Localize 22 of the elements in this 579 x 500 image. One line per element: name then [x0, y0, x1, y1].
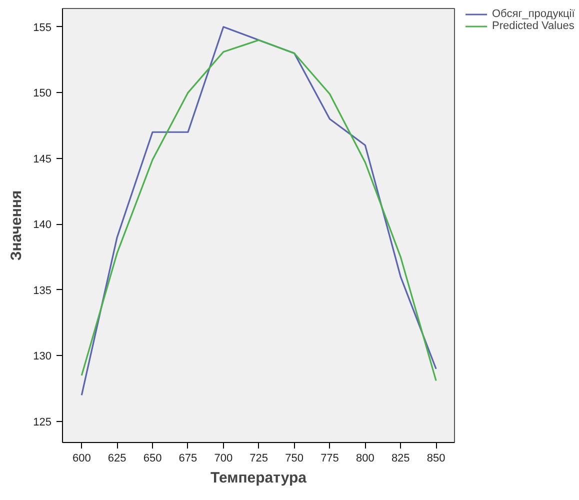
y-tick-label: 155	[33, 22, 52, 34]
x-tick-label: 825	[391, 452, 410, 464]
y-axis-title: Значення	[8, 190, 26, 261]
x-tick-label: 725	[250, 452, 268, 464]
x-tick-label: 775	[320, 452, 339, 464]
x-axis-title: Температура	[210, 470, 308, 486]
legend-label: Predicted Values	[492, 20, 574, 32]
x-tick-label: 675	[178, 452, 198, 464]
y-tick-label: 140	[33, 219, 52, 232]
x-tick-label: 625	[108, 452, 126, 464]
x-tick-label: 850	[426, 452, 446, 464]
x-tick-label: 600	[72, 452, 91, 464]
x-tick-label: 800	[356, 452, 374, 464]
y-tick-label: 145	[33, 153, 52, 166]
legend-label: Обсяг_продукції	[492, 8, 575, 20]
y-tick-label: 135	[33, 284, 52, 297]
y-tick-label: 125	[33, 416, 52, 428]
x-tick-label: 750	[285, 452, 304, 464]
x-tick-label: 700	[214, 452, 233, 464]
y-tick-label: 150	[33, 88, 52, 100]
y-tick-label: 130	[33, 350, 52, 363]
x-tick-label: 650	[143, 452, 162, 464]
